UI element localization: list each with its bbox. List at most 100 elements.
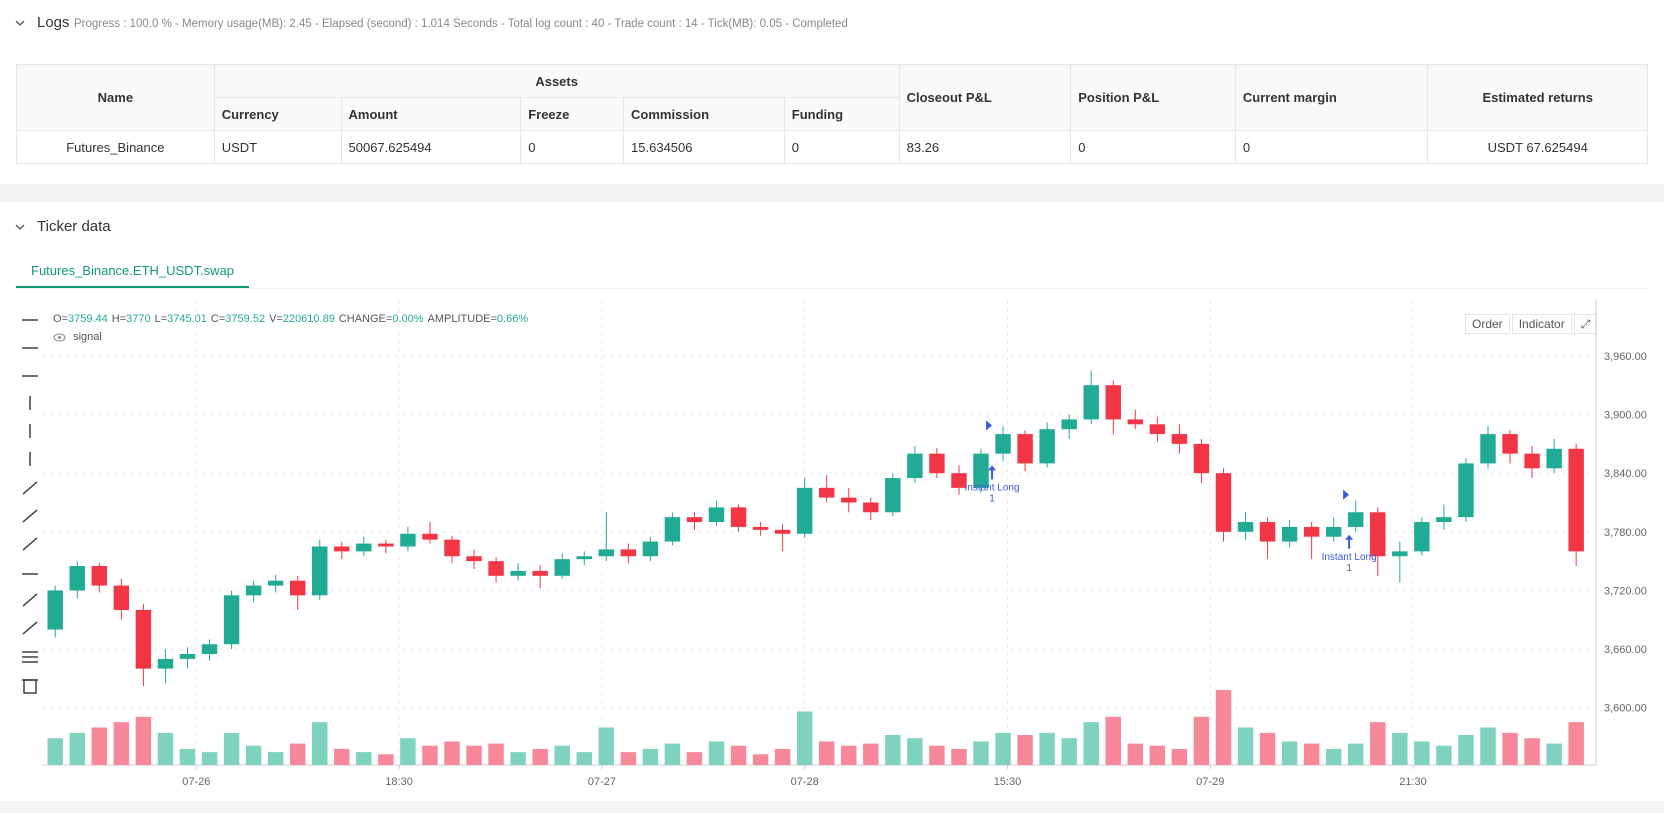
volume-bar xyxy=(466,745,482,765)
candle-body xyxy=(863,502,879,513)
volume-bar xyxy=(201,752,218,765)
y-tick-label: 3,900.00 xyxy=(1604,410,1647,422)
volume-bar xyxy=(422,745,438,765)
volume-bar xyxy=(819,741,835,765)
header: Current margin xyxy=(1234,64,1429,131)
x-tick-label: 18:30 xyxy=(385,776,413,788)
candle-body xyxy=(907,453,923,479)
volume-bar xyxy=(1237,727,1254,765)
volume-bar xyxy=(1392,732,1408,765)
signal-arrow xyxy=(988,465,997,480)
volume-bar xyxy=(179,748,196,765)
subheader: Currency xyxy=(213,97,342,131)
candle-body xyxy=(510,570,526,576)
subheader: Amount xyxy=(340,97,522,131)
y-tick-label: 3,840.00 xyxy=(1604,468,1647,480)
cell: 50067.625494 xyxy=(340,130,522,164)
candle-body xyxy=(885,478,901,513)
candle-body xyxy=(422,533,438,540)
candle-body xyxy=(554,559,570,576)
logs-status: Progress : 100.0 % - Memory usage(MB): 2… xyxy=(74,18,848,30)
volume-bar xyxy=(995,732,1011,765)
volume-bar xyxy=(1215,690,1232,765)
signal-flag xyxy=(986,420,993,431)
volume-bar xyxy=(1259,732,1276,765)
candle-body xyxy=(245,585,262,596)
candle-body xyxy=(841,497,857,503)
volume-bar xyxy=(752,754,769,765)
candlestick-chart: 3,600.00 3,660.00 3,720.00 3,780.00 3,840.00… xyxy=(22,300,1647,788)
candle-body xyxy=(819,487,835,498)
candle-body xyxy=(1281,526,1298,542)
candle-body xyxy=(1502,434,1518,454)
volume-bar xyxy=(1546,743,1562,765)
subheader: Funding xyxy=(783,97,900,131)
header: Closeout P&L xyxy=(898,64,1072,131)
collapse-icon[interactable] xyxy=(14,221,26,233)
signal-arrow xyxy=(1345,534,1354,549)
info-label: H= xyxy=(111,313,127,325)
cell: 83.26 xyxy=(898,130,1072,164)
volume-bar xyxy=(885,735,901,765)
volume-bar xyxy=(1370,722,1386,765)
volume-bar xyxy=(841,745,857,765)
header: Estimated returns xyxy=(1427,64,1648,131)
volume-bar xyxy=(1171,748,1188,765)
candle-body xyxy=(1215,473,1232,532)
signal-sublabel: 1 xyxy=(989,493,995,504)
candle-body xyxy=(532,570,548,576)
volume-bar xyxy=(532,748,548,765)
volume-bar xyxy=(708,741,725,765)
volume-bar xyxy=(444,741,460,765)
candle-body xyxy=(1348,512,1364,527)
volume-bar xyxy=(113,722,130,765)
candle-body xyxy=(312,546,328,596)
cell: USDT xyxy=(213,130,342,164)
volume-bar xyxy=(1568,722,1584,765)
eye-icon[interactable] xyxy=(53,333,66,342)
order-button[interactable]: Order xyxy=(1465,314,1510,334)
info-value: 0.66% xyxy=(496,313,529,325)
tab-bar xyxy=(16,288,1648,289)
volume-bar xyxy=(1502,732,1518,765)
info-label: CHANGE= xyxy=(338,313,393,325)
volume-bar xyxy=(47,738,63,765)
candle-body xyxy=(201,644,218,654)
info-value: 3759.52 xyxy=(225,313,266,325)
candle-body xyxy=(686,517,703,523)
volume-bar xyxy=(378,754,394,765)
indicator-button[interactable]: Indicator xyxy=(1511,314,1572,334)
fullscreen-button[interactable]: ⤢ xyxy=(1573,314,1598,334)
info-label: C= xyxy=(210,313,226,325)
separator xyxy=(0,184,1664,202)
candle-body xyxy=(576,556,592,560)
x-tick-label: 07-26 xyxy=(182,776,210,788)
tab[interactable]: Futures_Binance.ETH_USDT.swap xyxy=(16,254,250,288)
volume-bar xyxy=(69,732,85,765)
candle-body xyxy=(730,507,747,527)
y-tick-label: 3,960.00 xyxy=(1604,351,1647,363)
y-tick-label: 3,600.00 xyxy=(1604,703,1647,715)
header: Name xyxy=(16,64,215,131)
collapse-icon[interactable] xyxy=(14,17,26,29)
separator xyxy=(0,801,1664,813)
candle-body xyxy=(774,529,791,534)
volume-bar xyxy=(1281,741,1298,765)
volume-bar xyxy=(1061,738,1077,765)
volume-bar xyxy=(1149,745,1166,765)
candle-body xyxy=(1149,424,1166,435)
candle-body xyxy=(1105,385,1121,420)
toolbar xyxy=(22,319,38,694)
y-tick-label: 3,720.00 xyxy=(1604,585,1647,597)
candle-body xyxy=(973,453,989,488)
volume-bar xyxy=(289,743,306,765)
chart-buttons: Order Indicator ⤢ xyxy=(1465,314,1598,334)
volume-bar xyxy=(312,722,328,765)
cell: 0 xyxy=(1070,130,1236,164)
header: Assets xyxy=(213,64,900,98)
volume-bar xyxy=(686,752,703,765)
volume-bar xyxy=(730,745,747,765)
ticker-title: Ticker data xyxy=(37,218,111,235)
assets-table: Name Assets Closeout P&L Position P&L Cu… xyxy=(16,64,1648,164)
